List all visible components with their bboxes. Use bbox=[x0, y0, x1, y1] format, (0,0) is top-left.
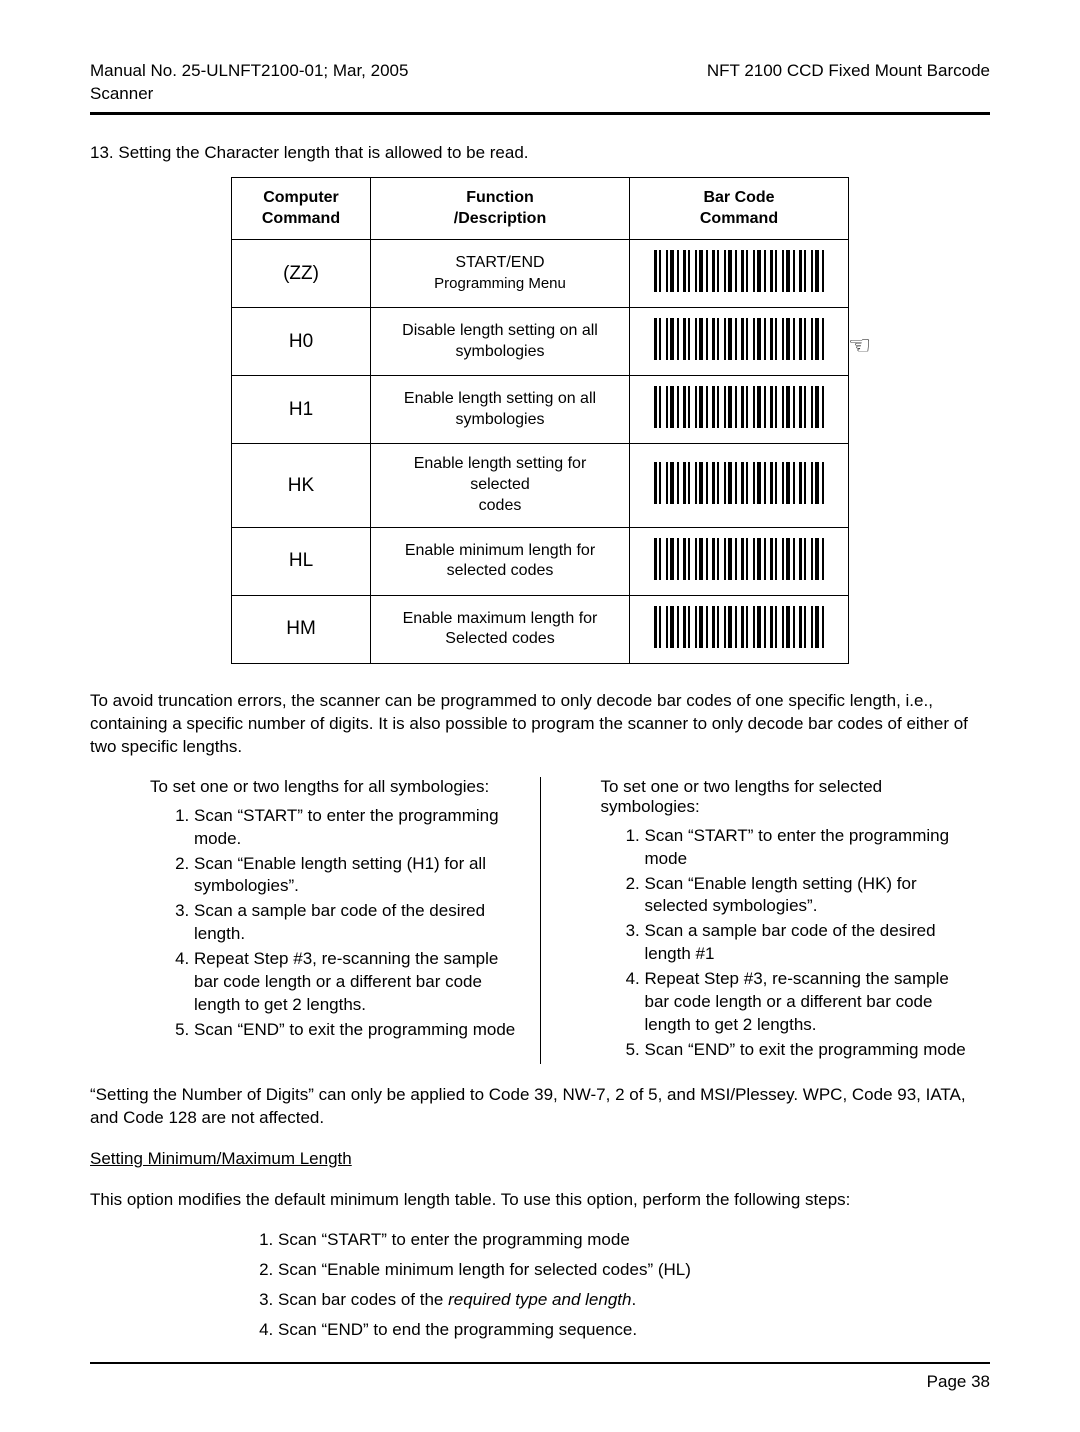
left-col-title: To set one or two lengths for all symbol… bbox=[150, 777, 522, 797]
cmd-desc: Enable length setting on all symbologies bbox=[371, 376, 630, 444]
barcode-icon bbox=[654, 462, 824, 504]
barcode-cell bbox=[630, 376, 849, 444]
list-item: Scan “START” to enter the programming mo… bbox=[194, 805, 522, 851]
table-row: (ZZ) START/END Programming Menu bbox=[232, 240, 849, 308]
list-item: Scan “END” to exit the programming mode bbox=[194, 1019, 522, 1042]
left-steps-list: Scan “START” to enter the programming mo… bbox=[150, 805, 522, 1042]
cmd-code: H1 bbox=[232, 376, 371, 444]
pointing-hand-icon: ☜ bbox=[848, 330, 871, 361]
list-item: Repeat Step #3, re-scanning the sample b… bbox=[194, 948, 522, 1017]
paragraph-truncation: To avoid truncation errors, the scanner … bbox=[90, 690, 990, 759]
subheading-min-max: Setting Minimum/Maximum Length bbox=[90, 1148, 990, 1171]
barcode-cell bbox=[630, 527, 849, 595]
list-item: Scan bar codes of the required type and … bbox=[278, 1290, 990, 1310]
table-row: HL Enable minimum length for selected co… bbox=[232, 527, 849, 595]
list-item: Scan “Enable length setting (HK) for sel… bbox=[645, 873, 973, 919]
paragraph-num-digits: “Setting the Number of Digits” can only … bbox=[90, 1084, 990, 1130]
page-footer: Page 38 bbox=[90, 1362, 990, 1392]
two-column-steps: To set one or two lengths for all symbol… bbox=[90, 777, 990, 1064]
list-item: Scan “START” to enter the programming mo… bbox=[278, 1230, 990, 1250]
cmd-desc: Enable length setting for selected codes bbox=[371, 444, 630, 527]
list-item: Scan “Enable minimum length for selected… bbox=[278, 1260, 990, 1280]
bottom-steps: Scan “START” to enter the programming mo… bbox=[250, 1230, 990, 1340]
table-row: H1 Enable length setting on all symbolog… bbox=[232, 376, 849, 444]
product-name: NFT 2100 CCD Fixed Mount Barcode bbox=[707, 61, 990, 80]
command-table: Computer Command Function /Description B… bbox=[231, 177, 849, 664]
page-header: Manual No. 25-ULNFT2100-01; Mar, 2005 Sc… bbox=[90, 60, 990, 115]
list-item: Scan a sample bar code of the desired le… bbox=[645, 920, 973, 966]
barcode-icon bbox=[654, 250, 824, 292]
list-item: Scan “END” to end the programming sequen… bbox=[278, 1320, 990, 1340]
right-steps-list: Scan “START” to enter the programming mo… bbox=[601, 825, 973, 1062]
barcode-cell: ☜ bbox=[630, 308, 849, 376]
left-column: To set one or two lengths for all symbol… bbox=[90, 777, 540, 1064]
section-title: 13. Setting the Character length that is… bbox=[90, 143, 990, 163]
barcode-icon bbox=[654, 318, 824, 360]
header-left: Manual No. 25-ULNFT2100-01; Mar, 2005 Sc… bbox=[90, 60, 408, 106]
list-item: Scan “START” to enter the programming mo… bbox=[645, 825, 973, 871]
barcode-cell bbox=[630, 240, 849, 308]
th-barcode-command: Bar Code Command bbox=[630, 177, 849, 240]
cmd-desc: Enable minimum length for selected codes bbox=[371, 527, 630, 595]
cmd-code: HL bbox=[232, 527, 371, 595]
right-column: To set one or two lengths for selected s… bbox=[540, 777, 991, 1064]
list-item: Scan “Enable length setting (H1) for all… bbox=[194, 853, 522, 899]
cmd-desc: Disable length setting on all symbologie… bbox=[371, 308, 630, 376]
paragraph-min-length: This option modifies the default minimum… bbox=[90, 1189, 990, 1212]
header-left-line2: Scanner bbox=[90, 84, 153, 103]
table-row: H0 Disable length setting on all symbolo… bbox=[232, 308, 849, 376]
table-row: HM Enable maximum length for Selected co… bbox=[232, 595, 849, 663]
th-function-description: Function /Description bbox=[371, 177, 630, 240]
barcode-icon bbox=[654, 606, 824, 648]
list-item: Scan a sample bar code of the desired le… bbox=[194, 900, 522, 946]
table-row: HK Enable length setting for selected co… bbox=[232, 444, 849, 527]
cmd-desc: START/END Programming Menu bbox=[371, 240, 630, 308]
manual-number: Manual No. 25-ULNFT2100-01; Mar, 2005 bbox=[90, 61, 408, 80]
cmd-code: HK bbox=[232, 444, 371, 527]
barcode-cell bbox=[630, 595, 849, 663]
barcode-cell bbox=[630, 444, 849, 527]
cmd-code: HM bbox=[232, 595, 371, 663]
header-right: NFT 2100 CCD Fixed Mount Barcode bbox=[707, 60, 990, 106]
right-col-title: To set one or two lengths for selected s… bbox=[601, 777, 973, 817]
th-computer-command: Computer Command bbox=[232, 177, 371, 240]
cmd-desc: Enable maximum length for Selected codes bbox=[371, 595, 630, 663]
list-item: Scan “END” to exit the programming mode bbox=[645, 1039, 973, 1062]
page-number: Page 38 bbox=[927, 1372, 990, 1391]
barcode-icon bbox=[654, 538, 824, 580]
list-item: Repeat Step #3, re-scanning the sample b… bbox=[645, 968, 973, 1037]
bottom-steps-list: Scan “START” to enter the programming mo… bbox=[250, 1230, 990, 1340]
cmd-code: H0 bbox=[232, 308, 371, 376]
cmd-code: (ZZ) bbox=[232, 240, 371, 308]
barcode-icon bbox=[654, 386, 824, 428]
